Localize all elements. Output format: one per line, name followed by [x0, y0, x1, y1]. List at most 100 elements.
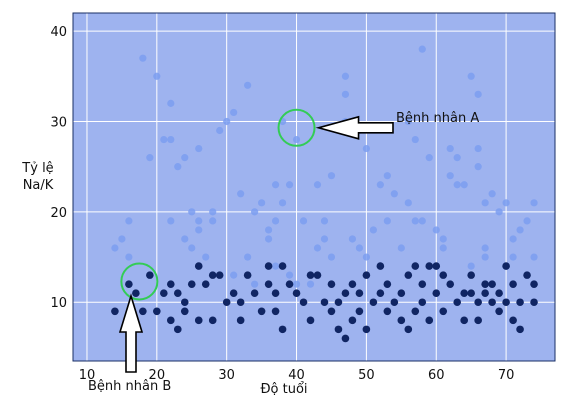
data-point-light: [244, 81, 252, 89]
data-point-dark: [341, 289, 350, 298]
data-point-light: [474, 163, 482, 171]
data-point-light: [523, 217, 531, 225]
data-point-dark: [313, 271, 322, 279]
data-point-light: [341, 72, 350, 80]
x-tick-label: 20: [149, 368, 166, 383]
data-point-dark: [488, 298, 496, 307]
data-point-light: [516, 226, 524, 234]
data-point-dark: [460, 316, 468, 325]
data-point-light: [271, 181, 280, 189]
data-point-dark: [523, 271, 531, 279]
data-point-light: [509, 235, 517, 243]
data-point-light: [195, 226, 203, 234]
data-point-light: [467, 262, 475, 270]
data-point-light: [411, 217, 419, 225]
data-point-light: [418, 217, 426, 225]
data-point-light: [481, 199, 489, 207]
data-point-light: [397, 244, 405, 252]
x-tick-label: 40: [288, 368, 305, 383]
data-point-light: [237, 190, 245, 198]
data-point-dark: [236, 316, 245, 325]
annotation-patient-a-label: Bệnh nhân A: [396, 111, 480, 126]
data-point-dark: [173, 325, 182, 334]
data-point-dark: [278, 262, 287, 270]
data-point-dark: [166, 280, 175, 288]
arrow-patient-b: [118, 293, 144, 373]
y-tick-label: 40: [50, 25, 67, 40]
data-point-light: [251, 280, 259, 288]
data-point-dark: [243, 271, 252, 279]
data-point-light: [418, 45, 426, 53]
data-point-light: [244, 253, 252, 261]
x-tick-label: 70: [498, 368, 515, 383]
data-point-light: [383, 172, 391, 180]
data-point-light: [271, 262, 280, 270]
data-point-dark: [250, 289, 259, 298]
data-point-light: [390, 190, 398, 198]
data-point-light: [188, 208, 196, 216]
data-point-dark: [271, 307, 280, 316]
data-point-dark: [132, 289, 140, 298]
data-point-dark: [530, 298, 538, 307]
data-point-light: [509, 253, 517, 261]
data-point-dark: [418, 280, 427, 288]
data-point-light: [125, 253, 133, 261]
data-point-light: [181, 235, 189, 243]
data-point-dark: [187, 280, 196, 288]
data-point-light: [313, 181, 322, 189]
data-point-light: [292, 280, 301, 288]
data-point-dark: [264, 280, 273, 288]
data-point-light: [530, 253, 538, 261]
data-point-dark: [397, 289, 406, 298]
data-point-light: [306, 280, 315, 288]
data-point-dark: [404, 325, 413, 334]
data-point-dark: [320, 298, 329, 307]
x-axis-label: Độ tuổi: [260, 382, 308, 397]
data-point-dark: [460, 289, 468, 298]
data-point-dark: [390, 298, 399, 307]
data-point-light: [495, 208, 503, 216]
data-point-dark: [383, 280, 392, 288]
data-point-dark: [201, 280, 210, 288]
data-point-light: [320, 217, 329, 225]
data-point-dark: [418, 298, 427, 307]
data-point-light: [209, 217, 217, 225]
data-point-light: [481, 253, 489, 261]
data-point-light: [139, 54, 147, 62]
data-point-light: [411, 135, 419, 144]
data-point-dark: [334, 298, 343, 307]
data-point-light: [502, 199, 510, 207]
data-point-light: [327, 253, 336, 261]
x-tick-label: 10: [79, 368, 96, 383]
data-point-dark: [432, 289, 441, 298]
y-axis-label-line-2: Na/K: [22, 178, 54, 193]
arrow-patient-a: [315, 115, 394, 140]
data-point-dark: [376, 289, 385, 298]
data-point-dark: [488, 280, 496, 288]
data-point-dark: [481, 289, 489, 298]
data-point-dark: [111, 307, 119, 316]
data-point-dark: [173, 289, 182, 298]
data-point-dark: [215, 271, 224, 279]
data-point-light: [292, 135, 301, 144]
y-tick-label: 30: [50, 115, 67, 130]
data-point-light: [188, 244, 196, 252]
data-point-light: [404, 117, 412, 126]
data-point-dark: [474, 316, 482, 325]
data-point-dark: [160, 289, 168, 298]
data-point-dark: [439, 271, 448, 279]
data-point-light: [453, 154, 461, 162]
data-point-dark: [257, 307, 266, 316]
y-axis-label-line-1: Tỷ lệ: [22, 161, 54, 176]
data-point-light: [118, 235, 126, 243]
data-point-dark: [467, 271, 475, 279]
data-point-dark: [153, 307, 161, 316]
data-point-light: [404, 199, 412, 207]
data-point-dark: [453, 298, 462, 307]
data-point-dark: [278, 325, 287, 334]
data-point-light: [369, 226, 377, 234]
data-point-light: [202, 253, 210, 261]
data-point-dark: [292, 289, 301, 298]
data-point-light: [320, 235, 329, 243]
data-point-dark: [495, 289, 503, 298]
